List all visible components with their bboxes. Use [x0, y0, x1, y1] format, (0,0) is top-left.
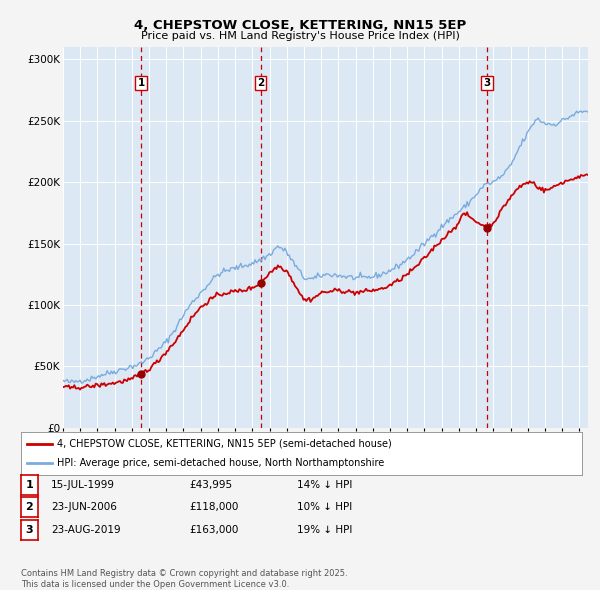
- Text: Price paid vs. HM Land Registry's House Price Index (HPI): Price paid vs. HM Land Registry's House …: [140, 31, 460, 41]
- Text: 15-JUL-1999: 15-JUL-1999: [51, 480, 115, 490]
- Text: 2: 2: [26, 503, 33, 512]
- Text: 1: 1: [137, 78, 145, 88]
- Text: 10% ↓ HPI: 10% ↓ HPI: [297, 503, 352, 512]
- Text: 3: 3: [26, 525, 33, 535]
- Text: Contains HM Land Registry data © Crown copyright and database right 2025.
This d: Contains HM Land Registry data © Crown c…: [21, 569, 347, 589]
- Text: 4, CHEPSTOW CLOSE, KETTERING, NN15 5EP (semi-detached house): 4, CHEPSTOW CLOSE, KETTERING, NN15 5EP (…: [58, 439, 392, 449]
- Text: £43,995: £43,995: [189, 480, 232, 490]
- Text: HPI: Average price, semi-detached house, North Northamptonshire: HPI: Average price, semi-detached house,…: [58, 458, 385, 468]
- Text: £118,000: £118,000: [189, 503, 238, 512]
- Text: 19% ↓ HPI: 19% ↓ HPI: [297, 525, 352, 535]
- Text: 1: 1: [26, 480, 33, 490]
- Text: £163,000: £163,000: [189, 525, 238, 535]
- Text: 14% ↓ HPI: 14% ↓ HPI: [297, 480, 352, 490]
- Text: 2: 2: [257, 78, 264, 88]
- Text: 23-AUG-2019: 23-AUG-2019: [51, 525, 121, 535]
- Text: 23-JUN-2006: 23-JUN-2006: [51, 503, 117, 512]
- Text: 3: 3: [484, 78, 491, 88]
- Text: 4, CHEPSTOW CLOSE, KETTERING, NN15 5EP: 4, CHEPSTOW CLOSE, KETTERING, NN15 5EP: [134, 19, 466, 32]
